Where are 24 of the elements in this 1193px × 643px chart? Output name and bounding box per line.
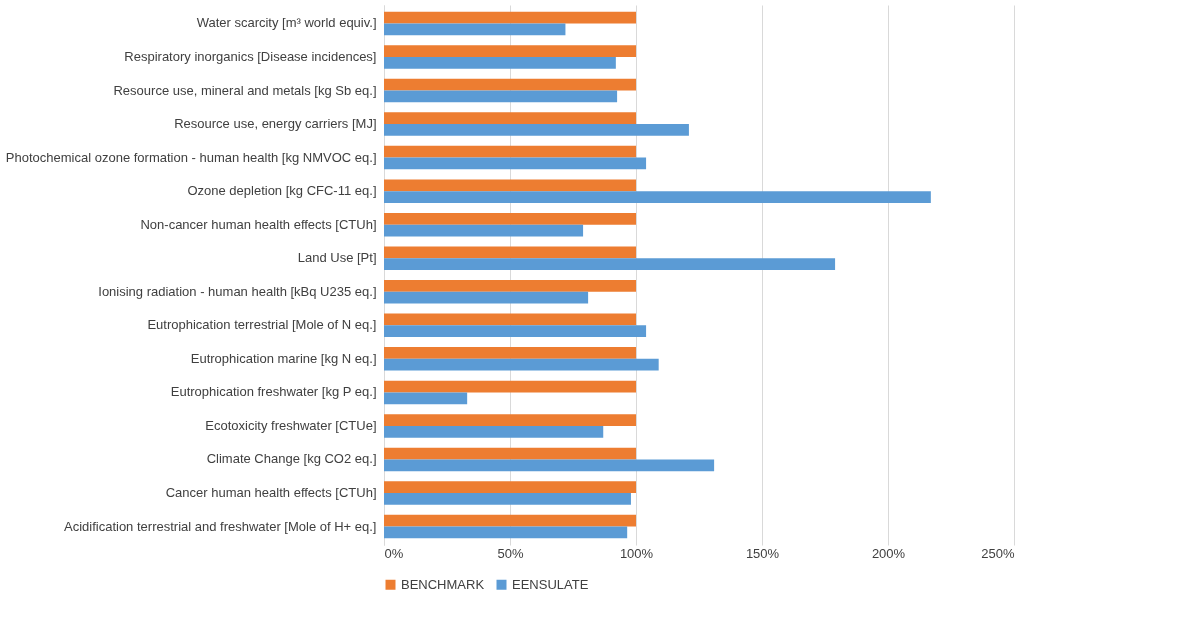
y-tick-label: Acidification terrestrial and freshwater [Mole of H+ eq.]	[63, 518, 377, 534]
x-tick-label: 50%	[497, 545, 524, 561]
x-tick-label: 200%	[871, 545, 906, 561]
y-tick-label: Respiratory inorganics [Disease incidences]	[124, 48, 377, 64]
x-tick-label: 0%	[384, 545, 404, 561]
y-tick-label: Eutrophication freshwater [kg P eq.]	[170, 384, 377, 400]
y-tick-label: Resource use, energy carriers [MJ]	[174, 116, 377, 132]
x-tick-label: 250%	[981, 545, 1015, 561]
y-tick-label: Cancer human health effects [CTUh]	[165, 485, 377, 501]
y-tick-label: Ionising radiation - human health [kBq U235 eq.]	[98, 283, 377, 299]
y-tick-label: Eutrophication terrestrial [Mole of N eq.]	[147, 317, 377, 333]
y-tick-label: Ozone depletion [kg CFC-11 eq.]	[187, 183, 377, 199]
y-tick-label: Land Use [Pt]	[297, 250, 377, 266]
y-tick-label: Non-cancer human health effects [CTUh]	[140, 216, 377, 232]
legend-label: BENCHMARK	[401, 576, 485, 592]
legend-label: EENSULATE	[512, 576, 589, 592]
x-tick-label: 150%	[745, 545, 780, 561]
y-tick-label: Eutrophication marine [kg N eq.]	[190, 350, 377, 366]
y-tick-label: Water scarcity [m³ world equiv.]	[196, 15, 377, 31]
y-tick-label: Ecotoxicity freshwater [CTUe]	[205, 417, 377, 433]
y-tick-label: Photochemical ozone formation - human health [kg NMVOC eq.]	[5, 149, 377, 165]
x-tick-label: 100%	[619, 545, 654, 561]
y-tick-label: Resource use, mineral and metals [kg Sb eq.]	[113, 82, 377, 98]
y-tick-label: Climate Change [kg CO2 eq.]	[206, 451, 377, 467]
